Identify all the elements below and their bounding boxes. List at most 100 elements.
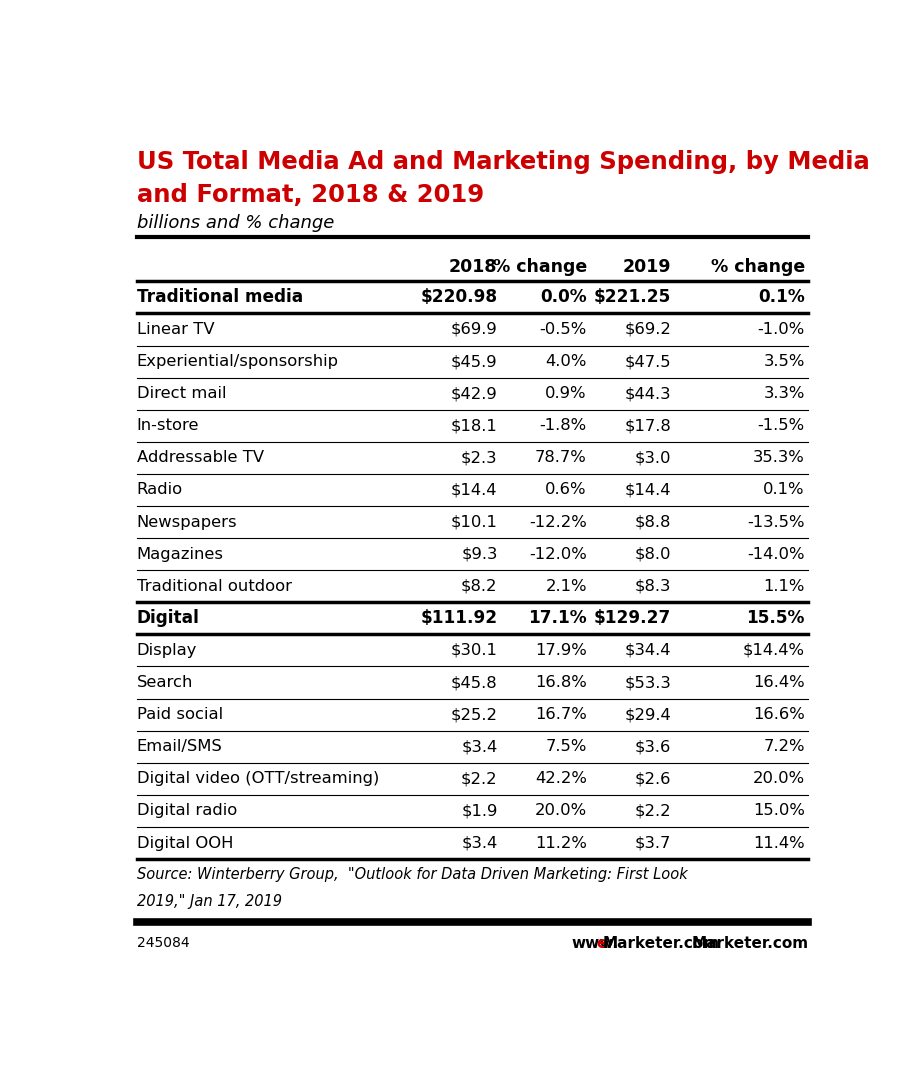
- Text: $14.4%: $14.4%: [743, 643, 805, 658]
- Text: $3.4: $3.4: [461, 740, 498, 755]
- Text: -13.5%: -13.5%: [748, 515, 805, 530]
- Text: $45.8: $45.8: [451, 675, 498, 690]
- Text: $69.2: $69.2: [624, 321, 671, 336]
- Text: $8.3: $8.3: [634, 578, 671, 593]
- Text: 3.3%: 3.3%: [763, 386, 805, 401]
- Text: Digital OOH: Digital OOH: [136, 835, 233, 850]
- Text: Marketer.com: Marketer.com: [692, 936, 809, 951]
- Text: Radio: Radio: [136, 483, 183, 498]
- Text: 16.4%: 16.4%: [753, 675, 805, 690]
- Text: Display: Display: [136, 643, 197, 658]
- Text: $9.3: $9.3: [461, 547, 498, 561]
- Text: US Total Media Ad and Marketing Spending, by Media: US Total Media Ad and Marketing Spending…: [136, 149, 869, 174]
- Text: 0.9%: 0.9%: [545, 386, 586, 401]
- Text: 16.7%: 16.7%: [535, 707, 586, 722]
- Text: 11.2%: 11.2%: [535, 835, 586, 850]
- Text: $17.8: $17.8: [624, 418, 671, 433]
- Text: $8.8: $8.8: [634, 515, 671, 530]
- Text: $45.9: $45.9: [451, 354, 498, 369]
- Text: 16.6%: 16.6%: [753, 707, 805, 722]
- Text: 3.5%: 3.5%: [763, 354, 805, 369]
- Text: 20.0%: 20.0%: [535, 803, 586, 818]
- Text: 15.5%: 15.5%: [747, 610, 805, 628]
- Text: 0.1%: 0.1%: [758, 288, 805, 306]
- Text: $10.1: $10.1: [451, 515, 498, 530]
- Text: $2.2: $2.2: [634, 803, 671, 818]
- Text: billions and % change: billions and % change: [136, 214, 334, 232]
- Text: 42.2%: 42.2%: [535, 772, 586, 786]
- Text: 7.5%: 7.5%: [546, 740, 586, 755]
- Text: 7.2%: 7.2%: [763, 740, 805, 755]
- Text: -1.0%: -1.0%: [758, 321, 805, 336]
- Text: Source: Winterberry Group,  "Outlook for Data Driven Marketing: First Look: Source: Winterberry Group, "Outlook for …: [136, 868, 688, 883]
- Text: Marketer.com: Marketer.com: [603, 936, 720, 951]
- Text: 0.0%: 0.0%: [540, 288, 586, 306]
- Text: 4.0%: 4.0%: [546, 354, 586, 369]
- Text: $42.9: $42.9: [451, 386, 498, 401]
- Text: % change: % change: [492, 258, 586, 276]
- Text: $29.4: $29.4: [624, 707, 671, 722]
- Text: 17.9%: 17.9%: [535, 643, 586, 658]
- Text: 0.1%: 0.1%: [763, 483, 805, 498]
- Text: Magazines: Magazines: [136, 547, 224, 561]
- Text: $18.1: $18.1: [451, 418, 498, 433]
- Text: e: e: [597, 936, 607, 951]
- Text: $8.0: $8.0: [634, 547, 671, 561]
- Text: $2.3: $2.3: [461, 450, 498, 465]
- Text: 11.4%: 11.4%: [753, 835, 805, 850]
- Text: 1.1%: 1.1%: [763, 578, 805, 593]
- Text: Addressable TV: Addressable TV: [136, 450, 264, 465]
- Text: -0.5%: -0.5%: [539, 321, 586, 336]
- Text: $3.0: $3.0: [634, 450, 671, 465]
- Text: -1.5%: -1.5%: [758, 418, 805, 433]
- Text: Digital radio: Digital radio: [136, 803, 237, 818]
- Text: $30.1: $30.1: [451, 643, 498, 658]
- Text: $2.6: $2.6: [634, 772, 671, 786]
- Text: -1.8%: -1.8%: [539, 418, 586, 433]
- Text: 2019: 2019: [622, 258, 671, 276]
- Text: Traditional outdoor: Traditional outdoor: [136, 578, 291, 593]
- Text: $14.4: $14.4: [451, 483, 498, 498]
- Text: $8.2: $8.2: [461, 578, 498, 593]
- Text: and Format, 2018 & 2019: and Format, 2018 & 2019: [136, 183, 484, 206]
- Text: 78.7%: 78.7%: [535, 450, 586, 465]
- Text: Direct mail: Direct mail: [136, 386, 226, 401]
- Text: Digital video (OTT/streaming): Digital video (OTT/streaming): [136, 772, 379, 786]
- Text: $14.4: $14.4: [625, 483, 671, 498]
- Text: Experiential/sponsorship: Experiential/sponsorship: [136, 354, 338, 369]
- Text: 2018: 2018: [449, 258, 498, 276]
- Text: $111.92: $111.92: [420, 610, 498, 628]
- Text: 0.6%: 0.6%: [545, 483, 586, 498]
- Text: Newspapers: Newspapers: [136, 515, 237, 530]
- Text: $221.25: $221.25: [594, 288, 671, 306]
- Text: In-store: In-store: [136, 418, 199, 433]
- Text: 17.1%: 17.1%: [528, 610, 586, 628]
- Text: 2.1%: 2.1%: [545, 578, 586, 593]
- Text: Email/SMS: Email/SMS: [136, 740, 222, 755]
- Text: 245084: 245084: [136, 936, 189, 950]
- Text: 20.0%: 20.0%: [752, 772, 805, 786]
- Text: % change: % change: [711, 258, 805, 276]
- Text: Paid social: Paid social: [136, 707, 223, 722]
- Text: Digital: Digital: [136, 610, 199, 628]
- Text: $44.3: $44.3: [625, 386, 671, 401]
- Text: -12.0%: -12.0%: [529, 547, 586, 561]
- Text: $53.3: $53.3: [624, 675, 671, 690]
- Text: -14.0%: -14.0%: [748, 547, 805, 561]
- Text: $220.98: $220.98: [420, 288, 498, 306]
- Text: 2019," Jan 17, 2019: 2019," Jan 17, 2019: [136, 893, 282, 908]
- Text: $3.7: $3.7: [634, 835, 671, 850]
- Text: $25.2: $25.2: [451, 707, 498, 722]
- Text: 35.3%: 35.3%: [753, 450, 805, 465]
- Text: $129.27: $129.27: [594, 610, 671, 628]
- Text: $69.9: $69.9: [451, 321, 498, 336]
- Text: $3.6: $3.6: [634, 740, 671, 755]
- Text: www.: www.: [571, 936, 618, 951]
- Text: $3.4: $3.4: [461, 835, 498, 850]
- Text: Search: Search: [136, 675, 193, 690]
- Text: $2.2: $2.2: [461, 772, 498, 786]
- Text: $34.4: $34.4: [625, 643, 671, 658]
- Text: Traditional media: Traditional media: [136, 288, 303, 306]
- Text: Linear TV: Linear TV: [136, 321, 214, 336]
- Text: $47.5: $47.5: [624, 354, 671, 369]
